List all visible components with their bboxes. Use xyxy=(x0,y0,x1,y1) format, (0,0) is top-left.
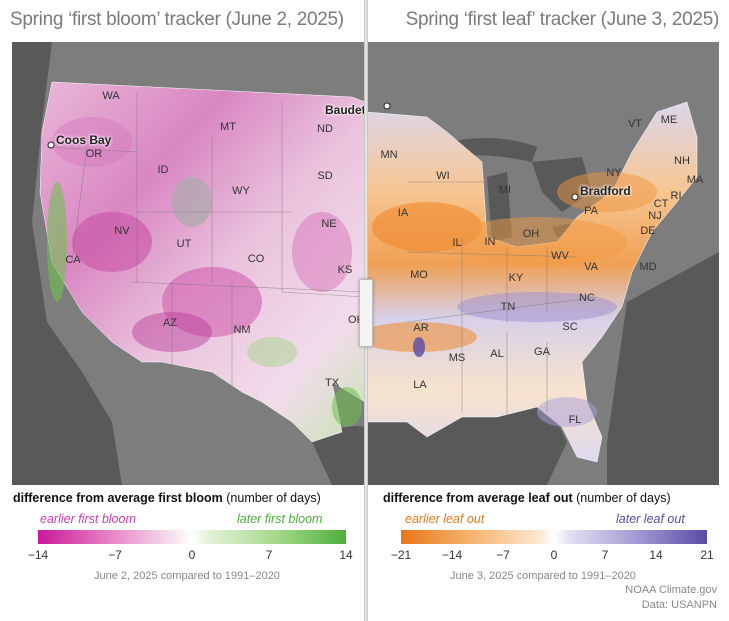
bradford-marker xyxy=(571,193,579,201)
state-label-me: ME xyxy=(660,114,678,126)
state-label-ri: RI xyxy=(670,190,682,202)
first-bloom-title: Spring ‘first bloom’ tracker (June 2, 20… xyxy=(10,9,344,30)
state-label-ne: NE xyxy=(321,218,337,230)
state-label-tx: TX xyxy=(324,377,340,389)
state-label-ut: UT xyxy=(176,238,192,250)
state-label-fl: FL xyxy=(568,414,582,426)
left-tick-label: 0 xyxy=(188,548,196,562)
state-label-ca: CA xyxy=(65,254,81,266)
first-bloom-colorbar xyxy=(38,530,346,544)
state-label-nj: NJ xyxy=(648,210,662,222)
right-tick-label: −14 xyxy=(441,548,463,562)
first-bloom-comparison-note: June 2, 2025 compared to 1991–2020 xyxy=(94,570,280,582)
first-bloom-legend-heading: difference from average first bloom (num… xyxy=(13,491,321,505)
state-label-md: MD xyxy=(639,261,657,273)
right-tick-label: −21 xyxy=(390,548,412,562)
state-label-id: ID xyxy=(157,164,169,176)
first-leaf-colorbar xyxy=(401,530,707,544)
earlier-leaf-out-label: earlier leaf out xyxy=(405,512,485,526)
state-label-wa: WA xyxy=(102,90,120,102)
left-tick-label: 14 xyxy=(339,548,353,562)
first-bloom-panel: Spring ‘first bloom’ tracker (June 2, 20… xyxy=(10,9,365,582)
first-leaf-map xyxy=(367,42,719,485)
right-tick-label: −7 xyxy=(496,548,510,562)
state-label-nd: ND xyxy=(317,123,333,135)
state-label-ma: MA xyxy=(686,174,704,186)
state-label-al: AL xyxy=(490,348,504,360)
city-label-bradford: Bradford xyxy=(580,184,631,198)
state-label-wi: WI xyxy=(436,170,450,182)
state-label-wv: WV xyxy=(551,250,569,262)
first-leaf-comparison-note: June 3, 2025 compared to 1991–2020 xyxy=(450,570,636,582)
state-label-sd: SD xyxy=(317,170,333,182)
later-leaf-out-label: later leaf out xyxy=(616,512,685,526)
state-label-pa: PA xyxy=(584,205,598,217)
state-label-la: LA xyxy=(413,379,427,391)
state-label-nc: NC xyxy=(579,292,595,304)
left-tick-label: −14 xyxy=(27,548,49,562)
first-leaf-panel: Spring ‘first leaf’ tracker (June 3, 202… xyxy=(367,0,729,621)
first-leaf-legend-heading: difference from average leaf out (number… xyxy=(383,491,671,505)
first-bloom-map-graphic xyxy=(12,42,365,485)
left-tick-label: −7 xyxy=(108,548,122,562)
credit-source: NOAA Climate.gov xyxy=(625,584,717,596)
coos-bay-marker xyxy=(47,141,55,149)
state-label-co: CO xyxy=(247,253,265,265)
right-tick-label: 7 xyxy=(601,548,609,562)
state-label-va: VA xyxy=(584,261,598,273)
first-leaf-title: Spring ‘first leaf’ tracker (June 3, 202… xyxy=(405,9,720,30)
left-tick-label: 7 xyxy=(265,548,273,562)
state-label-nv: NV xyxy=(114,225,130,237)
first-bloom-map xyxy=(12,42,365,485)
state-label-in: IN xyxy=(484,236,496,248)
state-label-ar: AR xyxy=(413,322,429,334)
state-label-ct: CT xyxy=(653,198,669,210)
earlier-first-bloom-label: earlier first bloom xyxy=(40,512,136,526)
first-leaf-map-graphic xyxy=(367,42,719,485)
state-label-or: OR xyxy=(85,148,103,160)
state-label-vt: VT xyxy=(627,118,643,130)
state-label-mt: MT xyxy=(220,121,236,133)
state-label-mi: MI xyxy=(498,184,512,196)
state-label-ms: MS xyxy=(448,352,466,364)
later-first-bloom-label: later first bloom xyxy=(237,512,323,526)
city-label-coos-bay: Coos Bay xyxy=(56,133,112,147)
state-label-il: IL xyxy=(452,237,462,249)
state-label-ga: GA xyxy=(534,346,550,358)
right-tick-label: 14 xyxy=(649,548,663,562)
state-label-wy: WY xyxy=(232,185,250,197)
state-label-ky: KY xyxy=(508,272,524,284)
state-label-az: AZ xyxy=(162,317,178,329)
state-label-ny: NY xyxy=(606,167,622,179)
baudette-marker xyxy=(383,102,391,110)
state-label-nh: NH xyxy=(674,155,690,167)
state-label-oh: OH xyxy=(522,228,540,240)
state-label-tn: TN xyxy=(500,301,516,313)
state-label-nm: NM xyxy=(233,324,251,336)
state-label-mo: MO xyxy=(410,269,428,281)
comparison-slider-handle[interactable] xyxy=(359,279,373,347)
city-label-baudette: Baudette xyxy=(325,103,365,117)
state-label-de: DE xyxy=(640,225,656,237)
state-label-ia: IA xyxy=(397,207,409,219)
right-tick-label: 21 xyxy=(700,548,714,562)
credit-data: Data: USANPN xyxy=(641,599,717,611)
state-label-ks: KS xyxy=(337,264,353,276)
state-label-mn: MN xyxy=(380,149,398,161)
right-tick-label: 0 xyxy=(550,548,558,562)
state-label-sc: SC xyxy=(562,321,578,333)
